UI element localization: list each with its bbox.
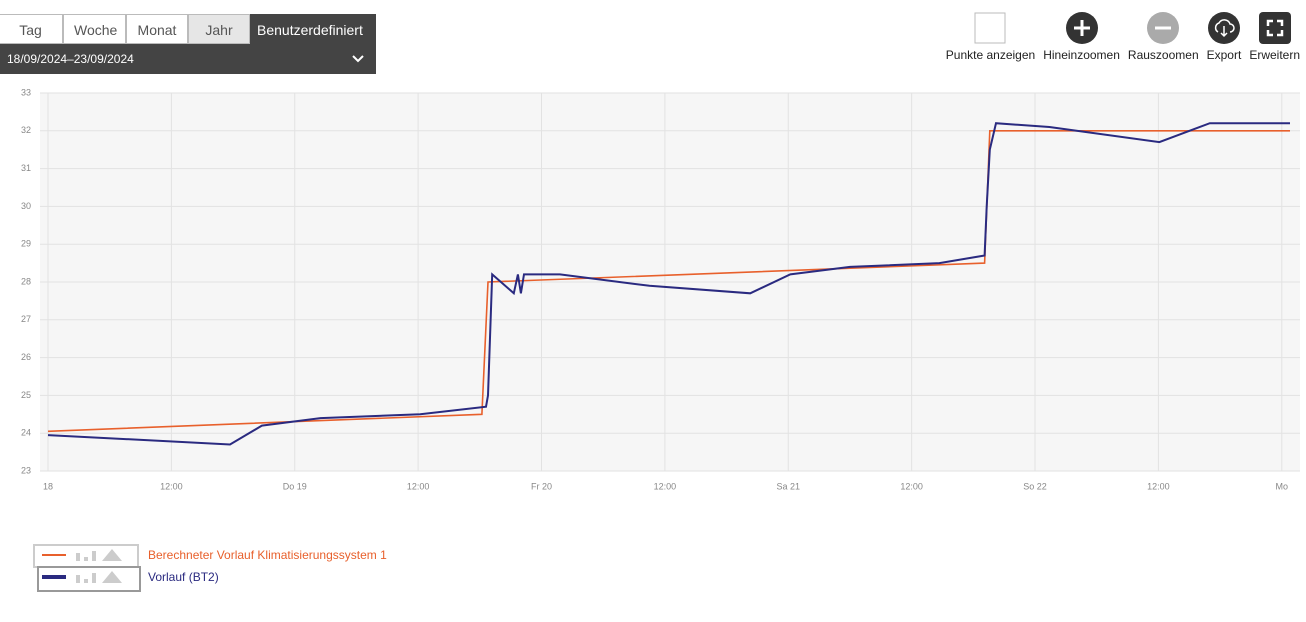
y-tick-label: 27	[21, 314, 31, 324]
y-tick-label: 29	[21, 239, 31, 249]
x-tick-label: Do 19	[283, 481, 307, 491]
x-tick-label: Fr 20	[531, 481, 552, 491]
action[interactable]: Export	[1206, 12, 1242, 62]
tab[interactable]: Woche	[63, 14, 126, 44]
zoom-out-icon	[1147, 12, 1180, 44]
date-range-text: 18/09/2024–23/09/2024	[7, 52, 134, 66]
action-label: Hineinzoomen	[1043, 48, 1120, 62]
tab[interactable]: Tag	[0, 14, 63, 44]
y-tick-label: 28	[21, 276, 31, 286]
checkbox-icon	[974, 12, 1006, 44]
x-tick-label: 12:00	[1147, 481, 1170, 491]
x-tick-label: 12:00	[407, 481, 430, 491]
y-tick-label: 24	[21, 428, 31, 438]
legend-item[interactable]: Berechneter Vorlauf Klimatisierungssyste…	[33, 544, 387, 568]
actions: Punkte anzeigen Hineinzoomen Rauszoomen …	[946, 12, 1300, 62]
date-range[interactable]: 18/09/2024–23/09/2024	[0, 44, 376, 74]
expand-icon	[1258, 12, 1291, 44]
y-tick-label: 23	[21, 465, 31, 475]
chevron	[352, 55, 364, 63]
x-tick-label: 12:00	[654, 481, 677, 491]
y-tick-label: 31	[21, 163, 31, 173]
x-tick-label: So 22	[1023, 481, 1047, 491]
y-tick-label: 25	[21, 390, 31, 400]
legend-label: Vorlauf (BT2)	[148, 570, 219, 584]
action[interactable]: Hineinzoomen	[1043, 12, 1120, 62]
series-line	[47, 122, 1290, 446]
x-tick-label: 12:00	[160, 481, 183, 491]
tab[interactable]: Jahr	[188, 14, 250, 44]
action[interactable]: Erweitern	[1249, 12, 1300, 62]
action-label: Punkte anzeigen	[945, 48, 1036, 62]
y-tick-label: 30	[21, 201, 31, 211]
legend-item[interactable]: Vorlauf (BT2)	[37, 566, 219, 592]
y-tick-label: 32	[21, 125, 31, 135]
action[interactable]: Punkte anzeigen	[946, 12, 1035, 62]
legend-label: Berechneter Vorlauf Klimatisierungssyste…	[148, 548, 387, 562]
x-tick-label: 12:00	[900, 481, 923, 491]
action[interactable]: Rauszoomen	[1128, 12, 1199, 62]
action-label: Export	[1206, 48, 1242, 62]
tab[interactable]: Monat	[126, 14, 188, 44]
x-tick-label: 18	[43, 481, 53, 491]
series-line	[47, 130, 1290, 433]
tabs: Tag Woche Monat Jahr Benutzerdefiniert	[0, 14, 376, 44]
legend-thumb	[72, 549, 122, 561]
y-tick-label: 26	[21, 352, 31, 362]
y-tick-label: 33	[21, 87, 31, 97]
action-label: Erweitern	[1249, 48, 1300, 62]
legend-thumb	[72, 571, 122, 583]
action-label: Rauszoomen	[1127, 48, 1199, 62]
x-tick-label: Sa 21	[776, 481, 800, 491]
tab[interactable]: Benutzerdefiniert	[250, 14, 376, 44]
zoom-in-icon	[1065, 12, 1098, 44]
export-icon	[1207, 12, 1240, 44]
x-tick-label: Mo	[1276, 481, 1289, 491]
